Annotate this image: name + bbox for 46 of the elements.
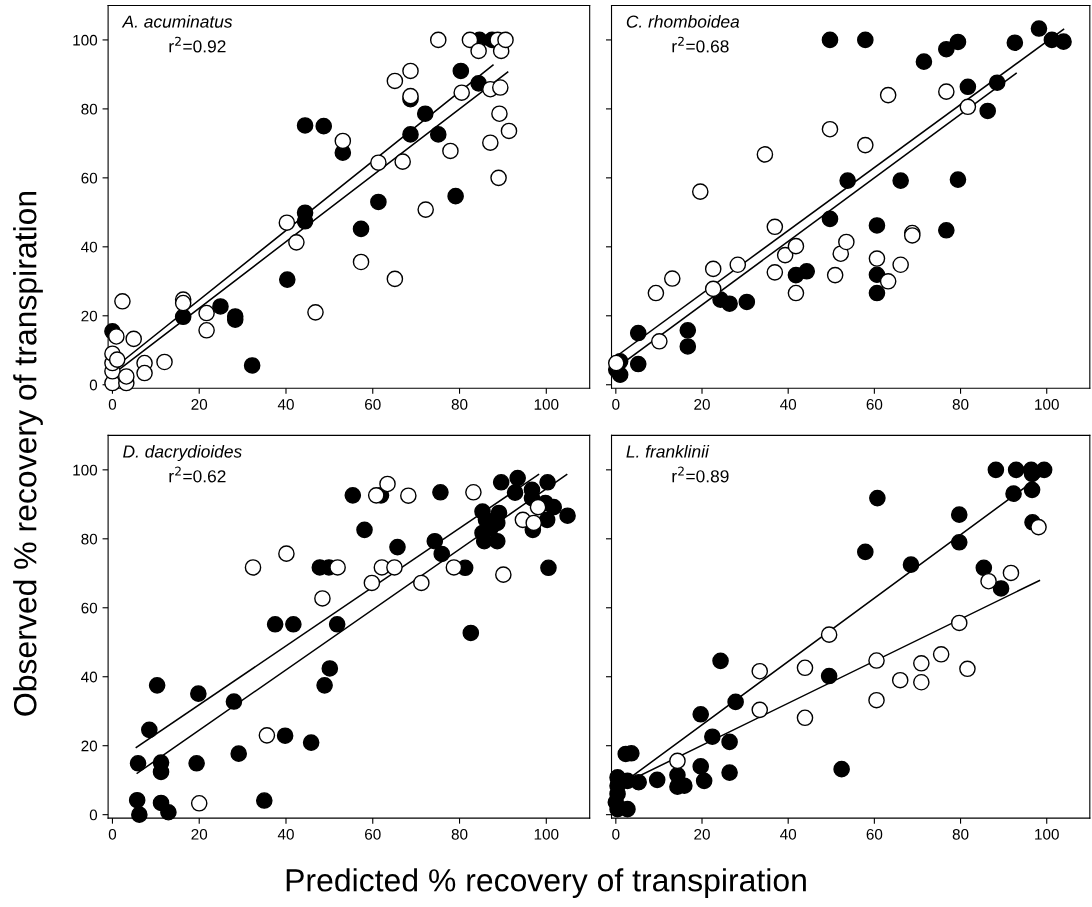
y-tick-label: 80 [81,103,98,115]
y-tick-label: 100 [73,34,98,46]
y-tick-label: 40 [81,241,98,253]
y-tick-label: 0 [89,809,98,821]
y-tick-label: 60 [81,172,98,184]
x-tick-label: 80 [952,828,969,840]
y-tick-label: 20 [81,310,98,322]
x-tick-label: 80 [952,399,969,410]
y-tick-label: 20 [81,740,98,752]
x-tick-label: 40 [277,828,294,840]
y-tick-label: 80 [81,533,98,545]
x-tick-label: 0 [612,828,620,840]
annotation: r$^{2}$=0.92 [169,36,226,53]
x-tick-label: 40 [277,399,294,410]
x-tick-label: 0 [108,399,117,410]
x-tick-label: 40 [780,399,797,410]
x-tick-label: 100 [1035,399,1059,410]
y-tick-label: 40 [81,671,98,683]
x-axis-title: Predicted % recovery of transpiration [286,868,806,898]
x-tick-label: 80 [451,399,468,410]
annotation: C. rhomboidea [626,15,740,28]
y-tick-label: 100 [73,464,98,476]
annotation: r$^{2}$=0.68 [672,36,729,53]
x-tick-label: 20 [191,828,208,840]
annotation: r$^{2}$=0.89 [672,466,729,483]
x-tick-label: 40 [780,828,797,840]
annotation: D. dacrydioides [123,444,242,462]
x-tick-label: 60 [365,399,381,410]
x-tick-label: 100 [534,399,559,410]
x-tick-label: 20 [694,399,710,410]
x-tick-label: 80 [451,828,468,840]
x-tick-label: 0 [612,399,620,410]
annotation: A. acuminatus [121,15,233,28]
x-tick-label: 100 [1035,828,1059,840]
x-tick-label: 20 [191,399,208,410]
y-tick-label: 0 [89,379,98,391]
x-tick-label: 100 [534,828,559,840]
y-axis-title: Observed % recovery of transpiration [13,191,43,716]
x-tick-label: 60 [866,828,883,840]
annotation: r$^{2}$=0.62 [169,466,226,483]
y-tick-label: 60 [81,602,98,614]
x-tick-label: 0 [108,828,117,840]
x-tick-label: 20 [694,828,710,840]
x-tick-label: 60 [866,399,883,410]
annotation: L. franklinii [626,444,710,458]
x-tick-label: 60 [365,828,381,840]
